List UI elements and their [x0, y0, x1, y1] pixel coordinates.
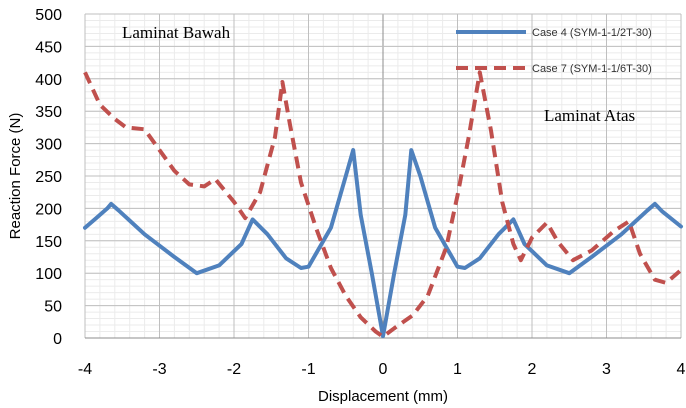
x-tick-label: 0 [379, 361, 388, 378]
annotation-laminat-atas: Laminat Atas [544, 106, 635, 125]
y-tick-label: 500 [35, 7, 62, 24]
legend: Case 4 (SYM-1-1/2T-30) Case 7 (SYM-1-1/6… [456, 27, 652, 75]
x-tick-label: 4 [677, 361, 686, 378]
x-tick-label: -1 [301, 361, 315, 378]
legend-label-case-7: Case 7 (SYM-1-1/6T-30) [532, 63, 652, 75]
x-tick-label: -3 [152, 361, 166, 378]
x-tick-label: 2 [528, 361, 537, 378]
series-line-case-4 [83, 148, 683, 339]
x-tick-label: 3 [602, 361, 611, 378]
y-tick-label: 200 [35, 201, 62, 218]
legend-label-case-4: Case 4 (SYM-1-1/2T-30) [532, 27, 652, 39]
x-tick-label: -4 [78, 361, 92, 378]
y-tick-label: 350 [35, 104, 62, 121]
annotation-laminat-bawah: Laminat Bawah [122, 23, 231, 42]
y-tick-label: 450 [35, 39, 62, 56]
y-tick-label: 0 [53, 331, 62, 348]
y-tick-label: 300 [35, 137, 62, 154]
y-tick-label: 100 [35, 266, 62, 283]
y-tick-label: 400 [35, 72, 62, 89]
y-tick-label: 50 [44, 299, 62, 316]
x-tick-label: -2 [227, 361, 241, 378]
x-axis-label: Displacement (mm) [318, 388, 448, 405]
series-group [83, 70, 683, 339]
y-axis-label: Reaction Force (N) [7, 113, 24, 240]
y-tick-label: 250 [35, 169, 62, 186]
y-tick-label: 150 [35, 234, 62, 251]
grid [84, 13, 682, 339]
tick-labels: -4 -3 -2 -1 0 1 2 3 4 0 50 100 150 200 250 300 350 400 450… [35, 7, 685, 378]
x-tick-label: 1 [453, 361, 462, 378]
